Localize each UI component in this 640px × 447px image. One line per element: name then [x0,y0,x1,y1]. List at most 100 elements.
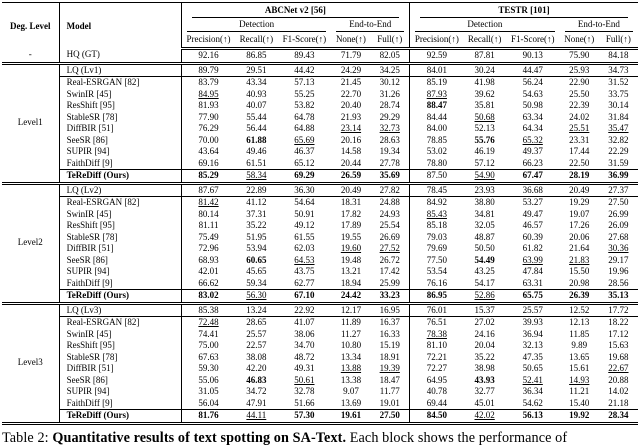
value-cell: 76.29 [198,123,219,133]
value-cell: 20.44 [331,157,371,170]
value-cell: 45.01 [463,397,506,410]
value-cell: 30.24 [463,63,506,77]
value-cell: 16.37 [370,316,411,329]
value-cell: 18.22 [608,317,629,327]
value-cell: 34.81 [474,208,495,219]
table-row: StableSR [78] 75.49 51.95 61.55 19.55 26.69 79… [2,231,638,243]
value-cell: 88.47 [426,100,447,110]
value-cell: 81.93 [198,100,219,110]
value-cell: 57.13 [294,77,315,87]
value-cell: 49.37 [522,146,543,156]
value-cell: 89.43 [277,48,332,65]
value-cell: 66.23 [505,157,560,170]
value-cell: 15.37 [463,303,506,317]
value-cell: 10.80 [340,340,362,350]
value-cell: 32.77 [474,386,495,396]
value-cell: 55.44 [246,111,267,122]
value-cell: 28.65 [246,317,267,327]
caption-prefix: Table 2: [2,429,53,446]
value-cell: 50.50 [474,243,495,253]
value-cell: 86.85 [235,48,278,65]
value-cell: 81.76 [181,409,236,425]
table-row: DiffBIR [51] 72.96 53.94 62.03 19.60 27.52 79.… [2,243,638,255]
value-cell: 57.30 [277,409,332,425]
value-cell: 13.69 [331,397,371,410]
value-cell: 49.46 [246,146,267,156]
value-cell: 40.07 [246,100,267,110]
value-cell: 50.68 [474,111,495,122]
value-cell: 19.07 [569,208,590,219]
value-cell: 24.29 [331,63,371,77]
model-cell: Real-ESRGAN [82] [59,316,182,329]
value-cell: 41.98 [474,77,495,87]
value-cell: 25.57 [246,328,267,339]
value-cell: 13.65 [569,351,590,362]
value-cell: 25.50 [569,88,590,99]
table-row: SeeSR [86] 68.93 60.65 64.53 19.48 26.72 77.50… [2,254,638,266]
value-cell: 53.94 [246,243,267,253]
value-cell: 83.79 [198,77,219,87]
table-caption: Table 2: Quantitative results of text sp… [2,429,638,447]
value-cell: 35.13 [598,289,638,305]
value-cell: 29.29 [370,111,411,123]
value-cell: 27.37 [598,183,638,197]
model-cell: DiffBIR [51] [59,123,182,135]
value-cell: 65.69 [294,134,315,145]
value-cell: 84.50 [409,409,464,425]
value-cell: 84.01 [409,63,464,77]
value-cell: 50.98 [522,100,543,110]
value-cell: 77.50 [426,254,447,265]
value-cell: 15.19 [370,340,411,352]
value-cell: 27.50 [370,409,411,425]
value-cell: 32.13 [522,340,543,350]
value-cell: 15.50 [569,266,590,276]
value-cell: 22.29 [608,146,629,156]
value-cell: 28.74 [370,100,411,112]
model-cell: SUPIR [94] [59,266,182,278]
value-cell: 48.87 [474,231,495,242]
value-cell: 12.52 [559,303,599,317]
value-cell: 19.39 [370,363,411,375]
model-cell: SwinIR [45] [59,208,182,220]
value-cell: 81.10 [426,340,447,350]
value-cell: 27.68 [608,231,629,242]
value-cell: 79.03 [426,231,447,242]
value-cell: 19.01 [370,397,411,410]
value-cell: 85.18 [426,220,447,230]
value-cell: 40.78 [426,386,447,396]
value-cell: 29.51 [235,63,278,77]
value-cell: 24.16 [474,328,495,339]
value-cell: 78.85 [426,134,447,145]
value-cell: 36.68 [505,183,560,197]
value-cell: 52.86 [463,289,506,305]
value-cell: 64.53 [294,254,315,265]
model-cell: SeeSR [86] [59,134,182,146]
model-cell: TeReDiff (Ours) [59,409,182,425]
value-cell: 23.93 [463,183,506,197]
value-cell: 27.52 [370,243,411,255]
value-cell: 49.31 [294,363,315,373]
value-cell: 43.34 [246,77,267,87]
value-cell: 18.91 [370,351,411,363]
value-cell: 17.89 [340,220,362,230]
value-cell: 20.06 [569,231,590,242]
table-body: - HQ (GT) 92.16 86.85 89.43 71.79 82.05 92.59 87… [2,48,638,425]
model-cell: SwinIR [45] [59,328,182,340]
value-cell: 70.00 [198,134,219,145]
results-table: Deg. Level Model ABCNet v2 [56] TESTR [1… [2,2,638,425]
value-cell: 48.72 [294,351,315,362]
value-cell: 75.00 [198,340,219,350]
value-cell: 49.47 [522,208,543,219]
table-row: ResShift [95] 81.93 40.07 53.82 20.40 28.74 88… [2,100,638,112]
value-cell: 11.77 [370,386,411,398]
table-row: TeReDiff (Ours) 85.29 58.34 69.29 26.59 35.69… [2,169,638,185]
table-row: SUPIR [94] 42.01 45.65 43.75 13.21 17.42 53.54… [2,266,638,278]
value-cell: 44.42 [277,63,332,77]
value-cell: 18.31 [340,197,362,207]
value-cell: 22.92 [277,303,332,317]
model-cell: StableSR [78] [59,231,182,243]
value-cell: 9.89 [571,340,588,350]
value-cell: 21.83 [569,254,590,265]
value-cell: 71.79 [331,48,371,65]
value-cell: 34.73 [598,63,638,77]
